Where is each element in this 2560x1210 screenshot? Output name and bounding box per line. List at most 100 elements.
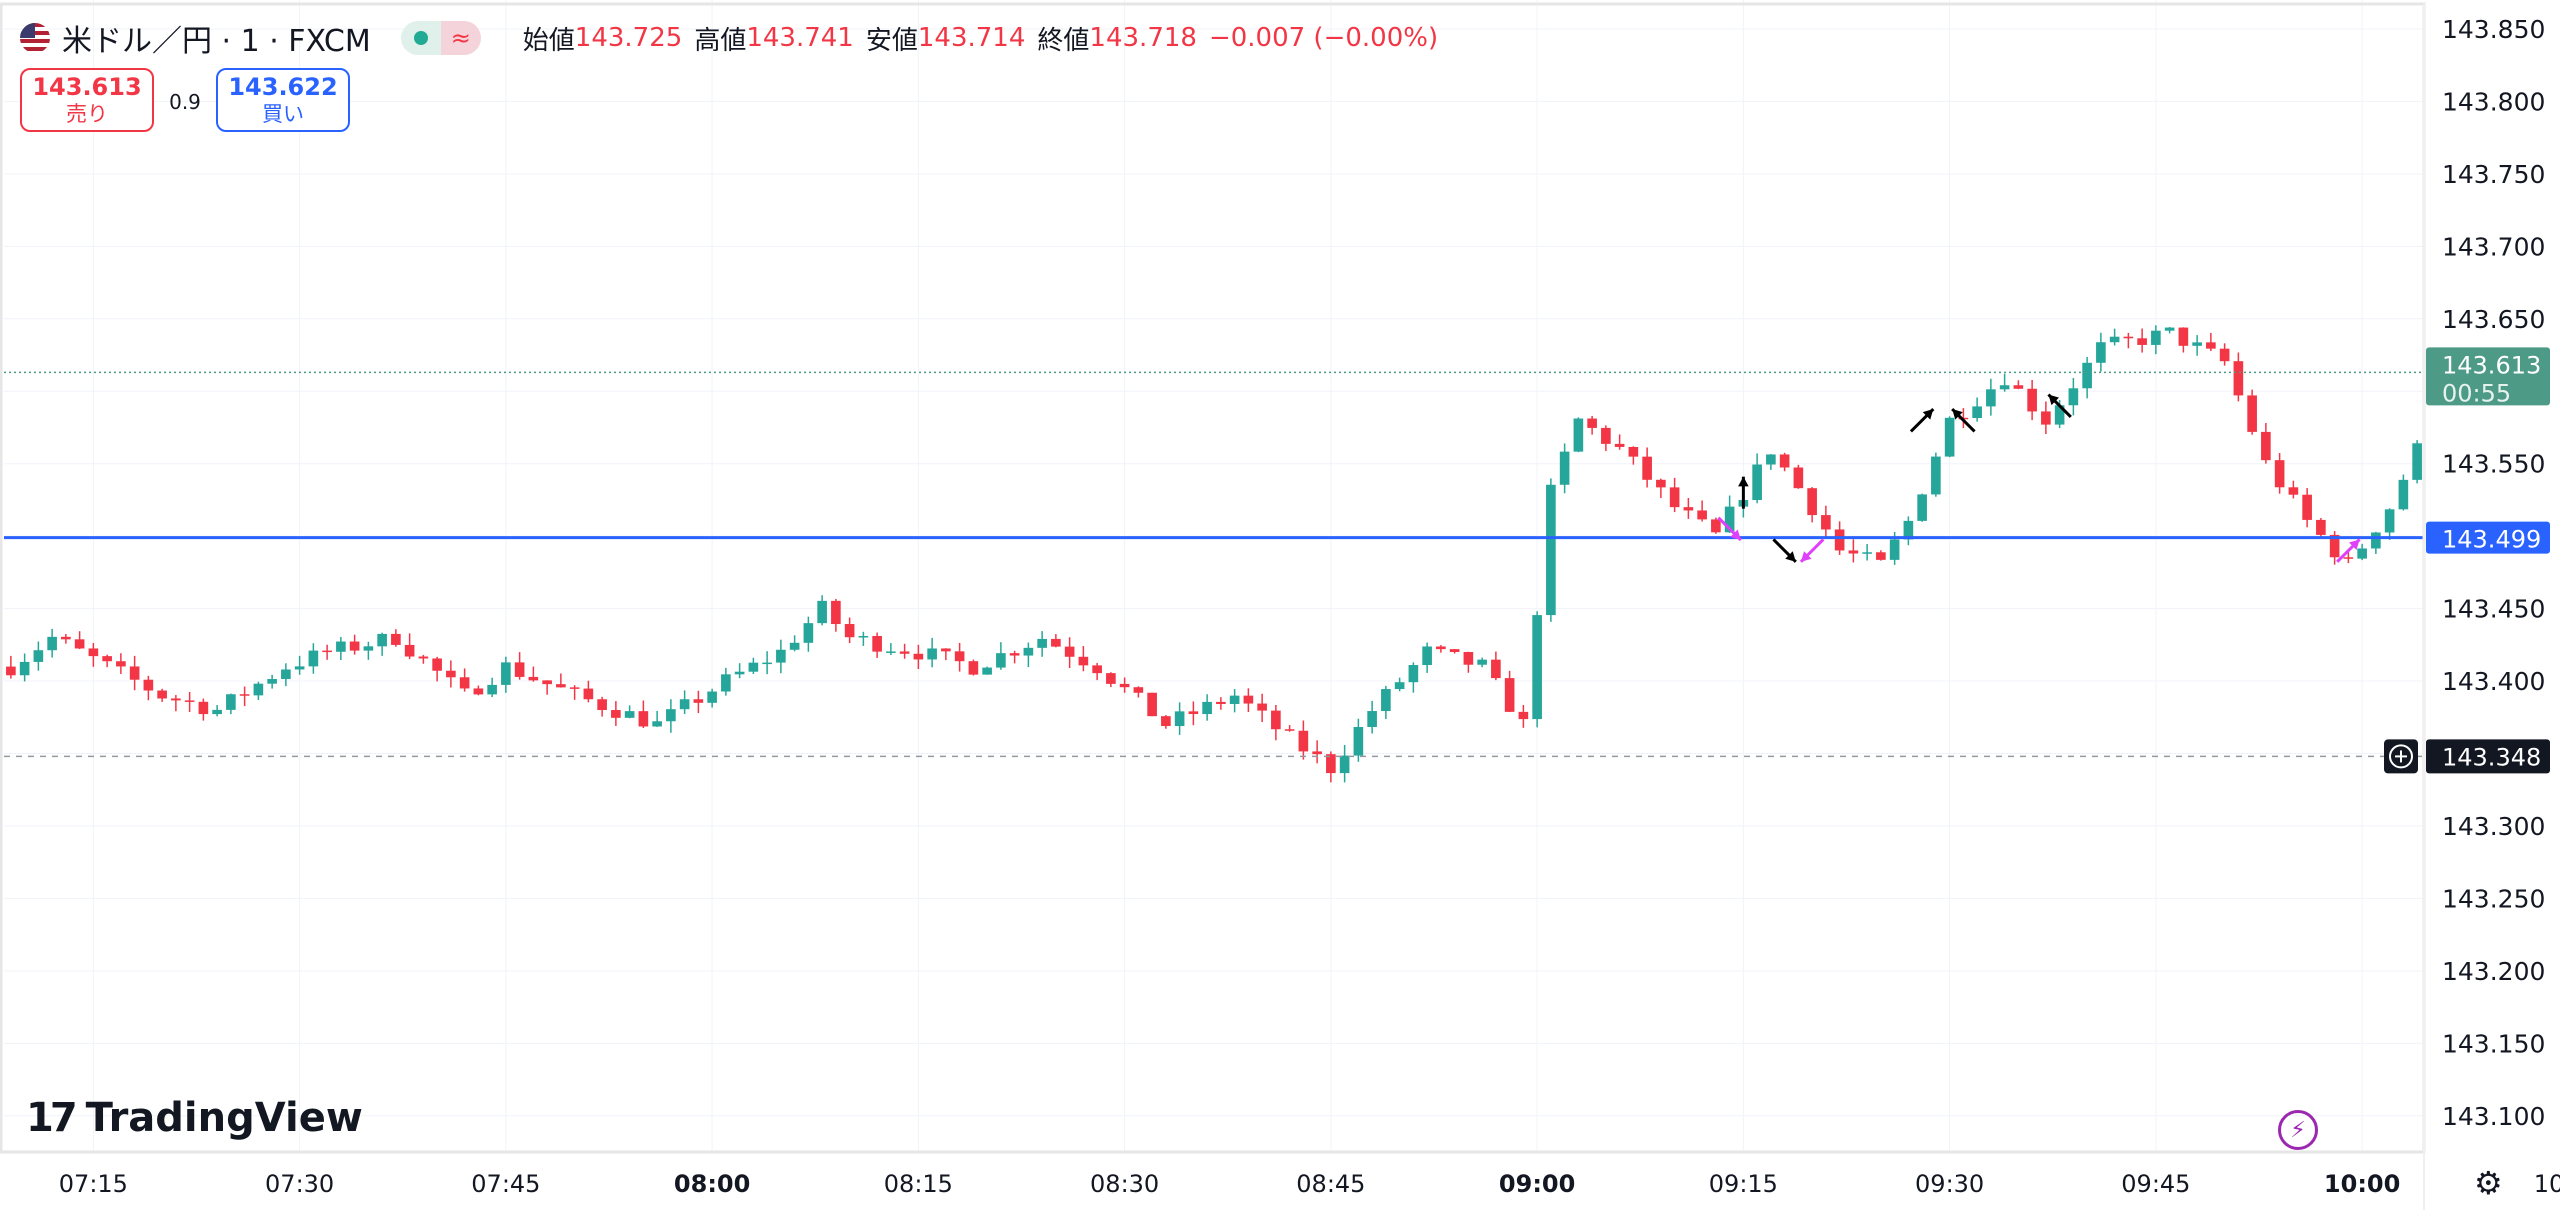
candle-body (886, 651, 896, 653)
candle-body (1147, 692, 1157, 717)
candle (432, 656, 442, 682)
sell-button[interactable]: 143.613 売り (20, 68, 154, 132)
x-tick-label: 10:00 (2324, 1170, 2400, 1198)
candle-body (1766, 454, 1776, 465)
candle (349, 634, 360, 655)
candle (968, 659, 979, 676)
candle-body (899, 651, 910, 654)
candle (734, 663, 745, 679)
candle (1394, 677, 1405, 692)
candle (721, 667, 731, 696)
candle-body (2096, 342, 2106, 363)
grid (4, 0, 2424, 1152)
candle (1931, 452, 1941, 497)
candle-body (2178, 327, 2189, 346)
annotation-arrow-head (1738, 476, 1749, 487)
candle (2096, 332, 2106, 372)
candle (1408, 662, 1419, 693)
candle (638, 700, 649, 728)
candle-body (2288, 487, 2299, 495)
x-tick-label: 08:45 (1296, 1170, 1365, 1198)
sell-price: 143.613 (32, 73, 142, 101)
add-alert-button[interactable] (2384, 739, 2418, 774)
candle (1216, 697, 1226, 710)
candle-body (2041, 411, 2051, 425)
candle (762, 651, 772, 675)
lightning-icon[interactable]: ⚡ (2278, 1110, 2318, 1150)
tradingview-logo[interactable]: 17 TradingView (26, 1095, 363, 1141)
market-status-pill[interactable]: ≈ (400, 21, 481, 55)
candle (2013, 380, 2024, 390)
annotation-arrow-head (1922, 409, 1934, 420)
candle-body (569, 687, 580, 689)
candle-body (33, 650, 44, 662)
candle-body (253, 683, 264, 696)
candle-body (1903, 520, 1914, 540)
candle-body (1051, 638, 1061, 647)
candle-body (446, 670, 456, 678)
candle (1477, 657, 1487, 668)
candle (2316, 518, 2326, 538)
price-axis[interactable] (2424, 0, 2560, 1210)
candle (184, 691, 195, 712)
candle (514, 652, 525, 680)
candle (1724, 495, 1735, 533)
candle (253, 681, 264, 701)
candle (2247, 389, 2257, 435)
symbol-title[interactable]: 米ドル／円 · 1 · FXCM (62, 24, 371, 59)
candle-body (1271, 710, 1281, 730)
candle (2151, 325, 2161, 355)
candle (1271, 704, 1281, 741)
close-value: 143.718 (1089, 23, 1197, 53)
candle-body (1477, 659, 1487, 665)
candle-body (473, 688, 484, 695)
candle (803, 616, 814, 652)
candle-body (226, 694, 236, 710)
candle (473, 685, 484, 696)
candle-body (1161, 716, 1171, 727)
candle-body (831, 600, 841, 625)
candle-body (1587, 418, 1597, 428)
candle-body (693, 699, 704, 703)
candle (1092, 662, 1102, 681)
candle-body (1106, 673, 1116, 684)
candle (2082, 357, 2092, 399)
candle-body (817, 600, 827, 624)
y-tick-label: 143.650 (2442, 305, 2545, 334)
approx-icon: ≈ (440, 21, 481, 55)
gear-icon[interactable]: ⚙ (2474, 1164, 2503, 1202)
candle-body (666, 709, 676, 722)
candle (1972, 397, 1982, 422)
candle-body (1986, 389, 1996, 407)
horizontal-line-tag-text: 143.499 (2442, 526, 2541, 554)
candle (528, 666, 539, 682)
candle (597, 696, 607, 717)
candle (2398, 474, 2409, 511)
candle (817, 595, 827, 626)
candle (102, 654, 112, 668)
buy-button[interactable]: 143.622 買い (216, 68, 350, 132)
candle-body (583, 688, 594, 700)
time-axis[interactable] (0, 1152, 2560, 1210)
candle (583, 680, 594, 703)
buy-price: 143.622 (228, 73, 338, 101)
candle-body (1628, 446, 1639, 457)
candle-body (102, 656, 112, 662)
candle-body (198, 701, 209, 715)
candle (198, 698, 209, 721)
candle-body (528, 676, 539, 681)
candle-body (803, 623, 814, 643)
x-tick-label: 09:00 (1499, 1170, 1575, 1198)
candle-body (2261, 431, 2271, 461)
candle (1656, 478, 1666, 499)
annotation-arrow (1951, 407, 1976, 433)
high-label: 高値 (694, 25, 747, 56)
candle (2261, 422, 2271, 464)
candle (267, 674, 277, 689)
candle (652, 710, 662, 727)
candle-body (1119, 683, 1130, 688)
candle (446, 660, 456, 688)
candle-body (913, 653, 924, 660)
annotation-arrow (1717, 516, 1742, 542)
